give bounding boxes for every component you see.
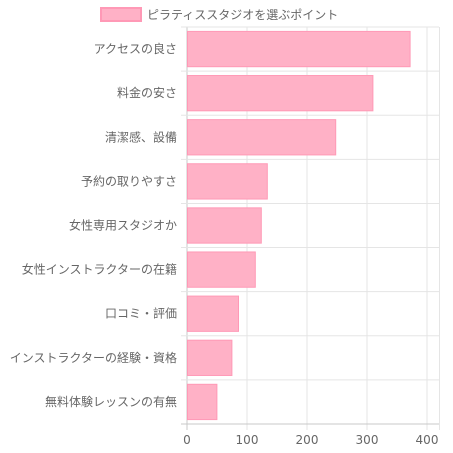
legend-swatch: [100, 7, 142, 22]
bar[interactable]: [187, 251, 256, 288]
category-labels: アクセスの良さ料金の安さ清潔感、設備予約の取りやすさ女性専用スタジオか女性インス…: [10, 41, 177, 409]
bar[interactable]: [187, 75, 374, 112]
bar[interactable]: [187, 207, 262, 244]
category-label: アクセスの良さ: [94, 41, 177, 56]
gridlines: [181, 26, 440, 430]
bar[interactable]: [187, 163, 268, 200]
legend[interactable]: ピラティススタジオを選ぶポイント: [100, 7, 338, 22]
x-tick-label: 200: [296, 433, 319, 447]
legend-label: ピラティススタジオを選ぶポイント: [147, 8, 338, 22]
category-label: 予約の取りやすさ: [81, 173, 177, 188]
bar[interactable]: [187, 119, 337, 156]
bar[interactable]: [187, 383, 218, 421]
x-tick-labels: 0 100 200 300 400: [183, 433, 438, 447]
bars: [187, 30, 411, 421]
category-label: 口コミ・評価: [105, 306, 177, 321]
category-label: インストラクターの経験・資格: [10, 350, 177, 365]
x-tick-label: 100: [236, 433, 259, 447]
category-label: 料金の安さ: [117, 85, 177, 100]
category-label: 女性インストラクターの在籍: [22, 262, 177, 277]
category-label: 女性専用スタジオか: [69, 218, 177, 233]
category-label: 清潔感、設備: [105, 129, 177, 144]
x-tick-label: 400: [416, 433, 439, 447]
bar[interactable]: [187, 295, 239, 332]
bar[interactable]: [187, 339, 233, 376]
x-tick-label: 300: [356, 433, 379, 447]
bar[interactable]: [187, 30, 411, 68]
category-label: 無料体験レッスンの有無: [45, 394, 177, 409]
x-tick-label: 0: [183, 433, 191, 447]
